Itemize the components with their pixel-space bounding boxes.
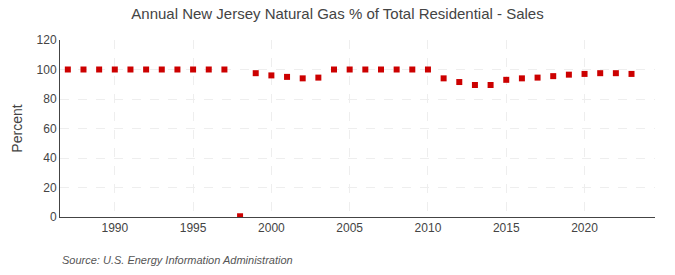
svg-text:Percent: Percent [9, 104, 25, 152]
svg-text:0: 0 [50, 210, 57, 224]
svg-text:2020: 2020 [571, 221, 598, 235]
svg-text:60: 60 [43, 122, 57, 136]
svg-text:100: 100 [37, 63, 57, 77]
svg-text:120: 120 [37, 33, 57, 47]
svg-text:40: 40 [43, 151, 57, 165]
svg-text:2005: 2005 [336, 221, 363, 235]
svg-text:1995: 1995 [180, 221, 207, 235]
svg-text:Annual New Jersey Natural Gas: Annual New Jersey Natural Gas % of Total… [131, 5, 543, 22]
svg-text:20: 20 [43, 181, 57, 195]
svg-text:1990: 1990 [101, 221, 128, 235]
svg-text:2015: 2015 [493, 221, 520, 235]
svg-text:80: 80 [43, 92, 57, 106]
svg-text:Source: U.S. Energy Informatio: Source: U.S. Energy Information Administ… [62, 254, 293, 266]
svg-text:2010: 2010 [415, 221, 442, 235]
svg-text:2000: 2000 [258, 221, 285, 235]
